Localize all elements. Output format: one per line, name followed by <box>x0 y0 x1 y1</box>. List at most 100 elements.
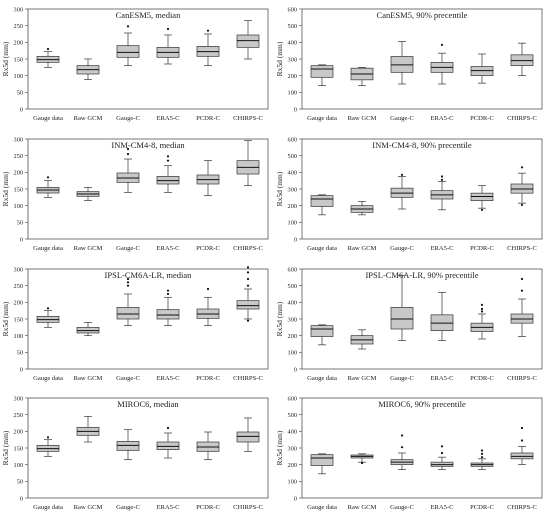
outlier-point <box>166 292 170 296</box>
x-tick-label: Gauge data <box>33 375 63 382</box>
box-4 <box>430 445 454 471</box>
y-tick-label: 100 <box>288 479 297 486</box>
box-5 <box>196 160 220 197</box>
chart-title: MIROC6, 90% precentile <box>378 399 466 409</box>
outlier-point <box>206 287 210 291</box>
y-tick-label: 0 <box>294 366 297 373</box>
x-tick-label: ERA5-C <box>430 245 454 252</box>
chart-panel: IPSL-CM6A-LR, median 0 50 100 150 200 250 300 Rx… <box>1 266 269 382</box>
chart-title: IPSL-CM6A-LR, 90% precentile <box>365 270 478 280</box>
outlier-point <box>440 445 444 448</box>
y-tick-label: 100 <box>14 462 23 469</box>
outlier-point <box>166 27 170 31</box>
y-tick-label: 0 <box>294 236 297 243</box>
x-tick-label: Gauge data <box>33 115 63 122</box>
y-tick-label: 250 <box>14 412 23 419</box>
x-tick-label: ERA5-C <box>430 504 454 511</box>
y-axis-label: Rx5d (mm) <box>275 301 284 336</box>
x-tick-label: PCDR-C <box>470 504 494 511</box>
y-tick-label: 150 <box>14 445 23 452</box>
outlier-point <box>480 452 484 455</box>
y-tick-label: 250 <box>14 23 23 30</box>
box-1 <box>310 194 334 216</box>
outlier-point <box>480 449 484 452</box>
chart-panel: CanESM5, 90% precentile 0 100 200 300 400 500 6… <box>275 6 543 122</box>
x-tick-label: CHIRPS-C <box>507 504 537 511</box>
outlier-point <box>440 175 444 178</box>
y-tick-label: 600 <box>288 266 297 273</box>
outlier-point <box>46 47 50 51</box>
y-tick-label: 300 <box>14 395 23 402</box>
x-tick-label: CHIRPS-C <box>233 245 263 252</box>
y-tick-label: 200 <box>288 462 297 469</box>
y-tick-label: 50 <box>17 220 23 227</box>
box-3 <box>390 41 414 85</box>
outlier-point <box>246 284 250 287</box>
outlier-point <box>126 147 130 151</box>
outlier-point <box>520 277 524 281</box>
x-tick-label: Gauge-C <box>116 245 140 252</box>
x-tick-label: PCDR-C <box>470 115 494 122</box>
y-tick-label: 300 <box>14 136 23 143</box>
x-tick-label: Gauge data <box>307 504 337 511</box>
plot-frame <box>301 8 543 110</box>
outlier-point <box>126 25 130 28</box>
x-tick-label: CHIRPS-C <box>507 245 537 252</box>
box-6 <box>236 20 260 60</box>
y-tick-label: 200 <box>14 170 23 177</box>
box-1 <box>310 64 334 87</box>
outlier-point <box>520 426 524 430</box>
outlier-point <box>400 434 404 437</box>
y-tick-label: 300 <box>14 266 23 273</box>
box-4 <box>156 289 180 327</box>
chart-title: CanESM5, 90% precentile <box>377 10 468 20</box>
chart-title: INM-CM4-8, 90% precentile <box>372 140 472 150</box>
iqr-box <box>156 309 180 320</box>
y-tick-label: 50 <box>17 350 23 357</box>
y-tick-label: 200 <box>288 333 297 340</box>
y-tick-label: 400 <box>288 40 297 47</box>
x-tick-label: ERA5-C <box>430 115 454 122</box>
box-5 <box>470 185 494 211</box>
x-tick-label: Raw GCM <box>348 245 377 252</box>
iqr-box <box>116 45 140 58</box>
x-tick-label: Raw GCM <box>74 245 103 252</box>
outlier-point <box>440 178 444 181</box>
box-4 <box>156 426 180 459</box>
outlier-point <box>246 271 250 274</box>
chart-panel: CanESM5, median 0 50 100 150 200 250 300 Rx5d (m… <box>1 6 269 122</box>
box-3 <box>116 25 140 67</box>
x-tick-label: Gauge data <box>33 245 63 252</box>
box-3 <box>116 429 140 461</box>
y-tick-label: 400 <box>288 170 297 177</box>
y-tick-label: 200 <box>14 300 23 307</box>
box-6 <box>510 42 534 77</box>
y-tick-label: 100 <box>288 90 297 97</box>
x-tick-label: Gauge-C <box>116 115 140 122</box>
chart-title: IPSL-CM6A-LR, median <box>105 270 193 280</box>
box-1 <box>36 47 60 68</box>
outlier-point <box>206 29 210 32</box>
box-5 <box>470 303 494 340</box>
x-tick-label: CHIRPS-C <box>233 115 263 122</box>
outlier-point <box>46 436 50 439</box>
chart-title: CanESM5, median <box>116 10 181 20</box>
x-tick-label: Gauge data <box>33 504 63 511</box>
box-6 <box>236 417 260 452</box>
x-tick-label: Gauge-C <box>116 504 140 511</box>
box-4 <box>430 291 454 342</box>
x-tick-label: Gauge-C <box>390 115 414 122</box>
x-tick-label: CHIRPS-C <box>507 375 537 382</box>
y-tick-label: 200 <box>288 73 297 80</box>
y-tick-label: 50 <box>17 90 23 97</box>
iqr-box <box>310 454 334 466</box>
x-tick-label: PCDR-C <box>196 245 220 252</box>
box-6 <box>510 426 534 466</box>
y-tick-label: 0 <box>294 495 297 502</box>
outlier-point <box>400 446 404 449</box>
box-6 <box>236 140 260 187</box>
iqr-box <box>236 300 260 310</box>
y-axis-label: Rx5d (mm) <box>1 171 10 206</box>
plot-frame <box>27 138 269 240</box>
